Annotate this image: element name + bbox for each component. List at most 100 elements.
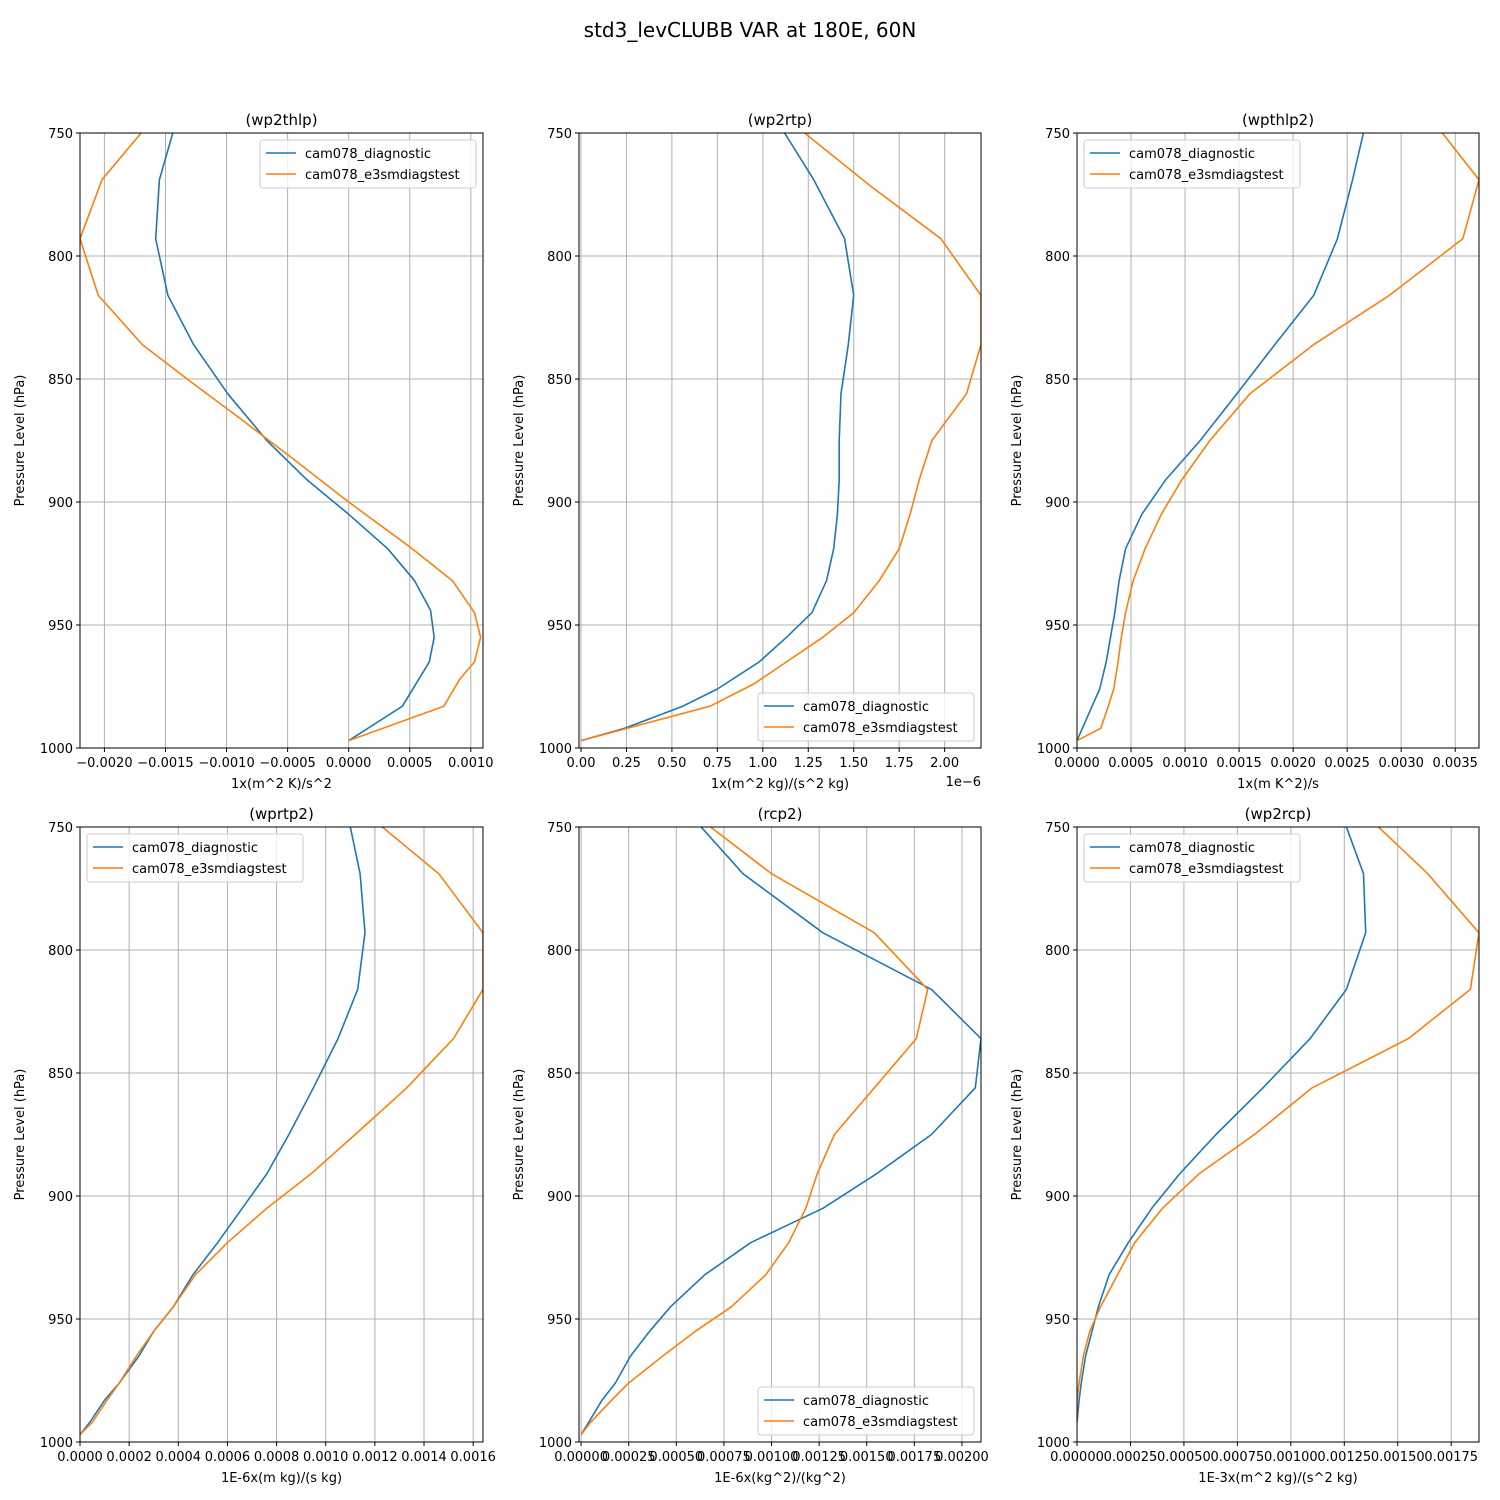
chart-5-y-tick-label: 750 — [547, 821, 572, 836]
chart-5-legend-box — [757, 1386, 975, 1436]
chart-2-legend-label-e3smdiagstest: cam078_e3smdiagstest — [803, 721, 958, 736]
chart-2-x-tick-label: 0.50 — [657, 756, 686, 771]
chart-1: −0.0020 −0.0015 −0.0010 −0.0005 0.0000 0.0005… — [13, 111, 494, 792]
chart-2-x-offset-text: 1e−6 — [946, 775, 981, 790]
chart-6-legend: cam078_diagnostic cam078_e3smdiagstest — [1083, 833, 1301, 883]
chart-2-x-tick-label: 1.50 — [839, 756, 868, 771]
chart-6-y-tick-label: 850 — [1045, 1067, 1070, 1082]
chart-2-y-tick-label: 750 — [547, 127, 572, 142]
chart-5-y-tick-label: 850 — [547, 1067, 572, 1082]
chart-4-legend-label-e3smdiagstest: cam078_e3smdiagstest — [132, 862, 287, 877]
chart-4-x-tick-label: 0.0014 — [401, 1450, 447, 1465]
chart-3: 0.0000 0.0005 0.0010 0.0015 0.0020 0.0025 0.00… — [1010, 111, 1480, 792]
chart-5-x-tick-label: 0.00100 — [745, 1450, 799, 1465]
chart-4-x-tick-label: 0.0008 — [254, 1450, 300, 1465]
chart-5-y-tick-label: 950 — [547, 1313, 572, 1328]
chart-4-y-tick-label: 800 — [48, 944, 73, 959]
chart-6-x-axis-label: 1E-3x(m^2 kg)/(s^2 kg) — [1198, 1471, 1357, 1486]
chart-1-y-tick-label: 850 — [48, 373, 73, 388]
chart-3-x-tick-label: 0.0005 — [1108, 756, 1154, 771]
chart-2-legend-box — [757, 692, 975, 742]
chart-1-x-tick-label: −0.0005 — [259, 756, 315, 771]
figure-title: std3_levCLUBB VAR at 180E, 60N — [584, 18, 917, 42]
chart-4-legend-box — [86, 833, 304, 883]
chart-2-y-tick-label: 800 — [547, 250, 572, 265]
chart-1-legend: cam078_diagnostic cam078_e3smdiagstest — [259, 139, 477, 189]
chart-6-y-tick-label: 1000 — [1037, 1436, 1070, 1451]
chart-1-series-e3smdiagstest-line — [80, 133, 482, 742]
chart-4-legend-label-diagnostic: cam078_diagnostic — [132, 841, 258, 856]
chart-5-x-tick-label: 0.00150 — [840, 1450, 894, 1465]
chart-2-y-tick-label: 850 — [547, 373, 572, 388]
chart-3-legend-label-diagnostic: cam078_diagnostic — [1129, 147, 1255, 162]
chart-1-x-tick-label: 0.0010 — [448, 756, 494, 771]
chart-1-x-tick-label: −0.0020 — [76, 756, 132, 771]
chart-6-legend-label-e3smdiagstest: cam078_e3smdiagstest — [1129, 862, 1284, 877]
chart-6: 0.00000 0.00025 0.00050 0.00075 0.00100 0.001… — [1010, 805, 1480, 1486]
chart-2-x-tick-label: 0.25 — [612, 756, 641, 771]
chart-5-x-tick-label: 0.00075 — [697, 1450, 751, 1465]
chart-4-x-tick-label: 0.0006 — [205, 1450, 251, 1465]
chart-1-y-tick-label: 800 — [48, 250, 73, 265]
chart-3-y-tick-label: 1000 — [1037, 742, 1070, 757]
chart-6-x-tick-label: 0.00100 — [1264, 1450, 1318, 1465]
chart-1-series-diagnostic-line — [154, 133, 436, 742]
chart-4-x-tick-label: 0.0000 — [57, 1450, 103, 1465]
chart-6-x-tick-label: 0.00125 — [1317, 1450, 1371, 1465]
chart-6-series-diagnostic-line — [1077, 827, 1367, 1423]
chart-4-y-tick-label: 1000 — [40, 1436, 73, 1451]
chart-3-x-tick-label: 0.0025 — [1324, 756, 1370, 771]
chart-3-y-tick-label: 800 — [1045, 250, 1070, 265]
chart-1-legend-box — [259, 139, 477, 189]
chart-6-series-e3smdiagstest-line — [1077, 827, 1479, 1423]
chart-5-y-tick-label: 800 — [547, 944, 572, 959]
chart-2-legend: cam078_diagnostic cam078_e3smdiagstest — [757, 692, 975, 742]
chart-6-legend-label-diagnostic: cam078_diagnostic — [1129, 841, 1255, 856]
chart-3-x-axis-label: 1x(m K^2)/s — [1237, 777, 1319, 792]
chart-3-axes-frame — [1076, 132, 1480, 749]
chart-4-x-tick-label: 0.0012 — [352, 1450, 398, 1465]
chart-4-x-tick-label: 0.0004 — [156, 1450, 202, 1465]
chart-6-x-tick-label: 0.00175 — [1424, 1450, 1478, 1465]
chart-4-series-e3smdiagstest-line — [80, 827, 483, 1436]
chart-1-x-tick-label: 0.0000 — [326, 756, 372, 771]
chart-2-title: (wp2rtp) — [748, 111, 813, 129]
chart-3-x-tick-label: 0.0010 — [1162, 756, 1208, 771]
chart-2-x-tick-label: 1.75 — [885, 756, 914, 771]
chart-6-axes-frame — [1076, 826, 1480, 1443]
chart-3-x-tick-label: 0.0020 — [1270, 756, 1316, 771]
chart-5-legend: cam078_diagnostic cam078_e3smdiagstest — [757, 1386, 975, 1436]
chart-3-legend: cam078_diagnostic cam078_e3smdiagstest — [1083, 139, 1301, 189]
chart-2-y-axis-label: Pressure Level (hPa) — [512, 375, 527, 507]
chart-5-x-tick-label: 0.00175 — [887, 1450, 941, 1465]
chart-4-y-tick-label: 850 — [48, 1067, 73, 1082]
chart-2-x-tick-label: 1.00 — [748, 756, 777, 771]
chart-2-legend-label-diagnostic: cam078_diagnostic — [803, 700, 929, 715]
chart-4-x-tick-label: 0.0016 — [450, 1450, 496, 1465]
chart-2-series-e3smdiagstest-line — [580, 133, 981, 742]
chart-1-x-tick-label: −0.0010 — [198, 756, 254, 771]
chart-4-x-axis-label: 1E-6x(m kg)/(s kg) — [221, 1471, 342, 1486]
chart-1-x-axis-label: 1x(m^2 K)/s^2 — [231, 777, 332, 792]
chart-5-y-axis-label: Pressure Level (hPa) — [512, 1069, 527, 1201]
chart-2-x-axis-label: 1x(m^2 kg)/(s^2 kg) — [711, 777, 849, 792]
chart-5-axes-frame — [578, 826, 982, 1443]
chart-5-x-tick-label: 0.00025 — [602, 1450, 656, 1465]
chart-1-title: (wp2thlp) — [245, 111, 317, 129]
chart-3-legend-box — [1083, 139, 1301, 189]
chart-4-title: (wprtp2) — [249, 805, 314, 823]
chart-2-y-tick-label: 900 — [547, 496, 572, 511]
chart-1-y-axis-label: Pressure Level (hPa) — [13, 375, 28, 507]
chart-6-x-tick-label: 0.00075 — [1210, 1450, 1264, 1465]
chart-2: 0.00 0.25 0.50 0.75 1.00 1.25 1.50 1.75 2.00 750 8… — [512, 111, 982, 792]
chart-5-series-e3smdiagstest-line — [580, 827, 929, 1436]
chart-5-y-tick-label: 1000 — [539, 1436, 572, 1451]
chart-1-y-tick-label: 900 — [48, 496, 73, 511]
chart-5-x-tick-label: 0.00125 — [792, 1450, 846, 1465]
chart-3-legend-label-e3smdiagstest: cam078_e3smdiagstest — [1129, 168, 1284, 183]
chart-5-y-tick-label: 900 — [547, 1190, 572, 1205]
chart-3-series-diagnostic-line — [1077, 133, 1365, 741]
chart-5-legend-label-e3smdiagstest: cam078_e3smdiagstest — [803, 1415, 958, 1430]
chart-1-x-tick-label: −0.0015 — [137, 756, 193, 771]
